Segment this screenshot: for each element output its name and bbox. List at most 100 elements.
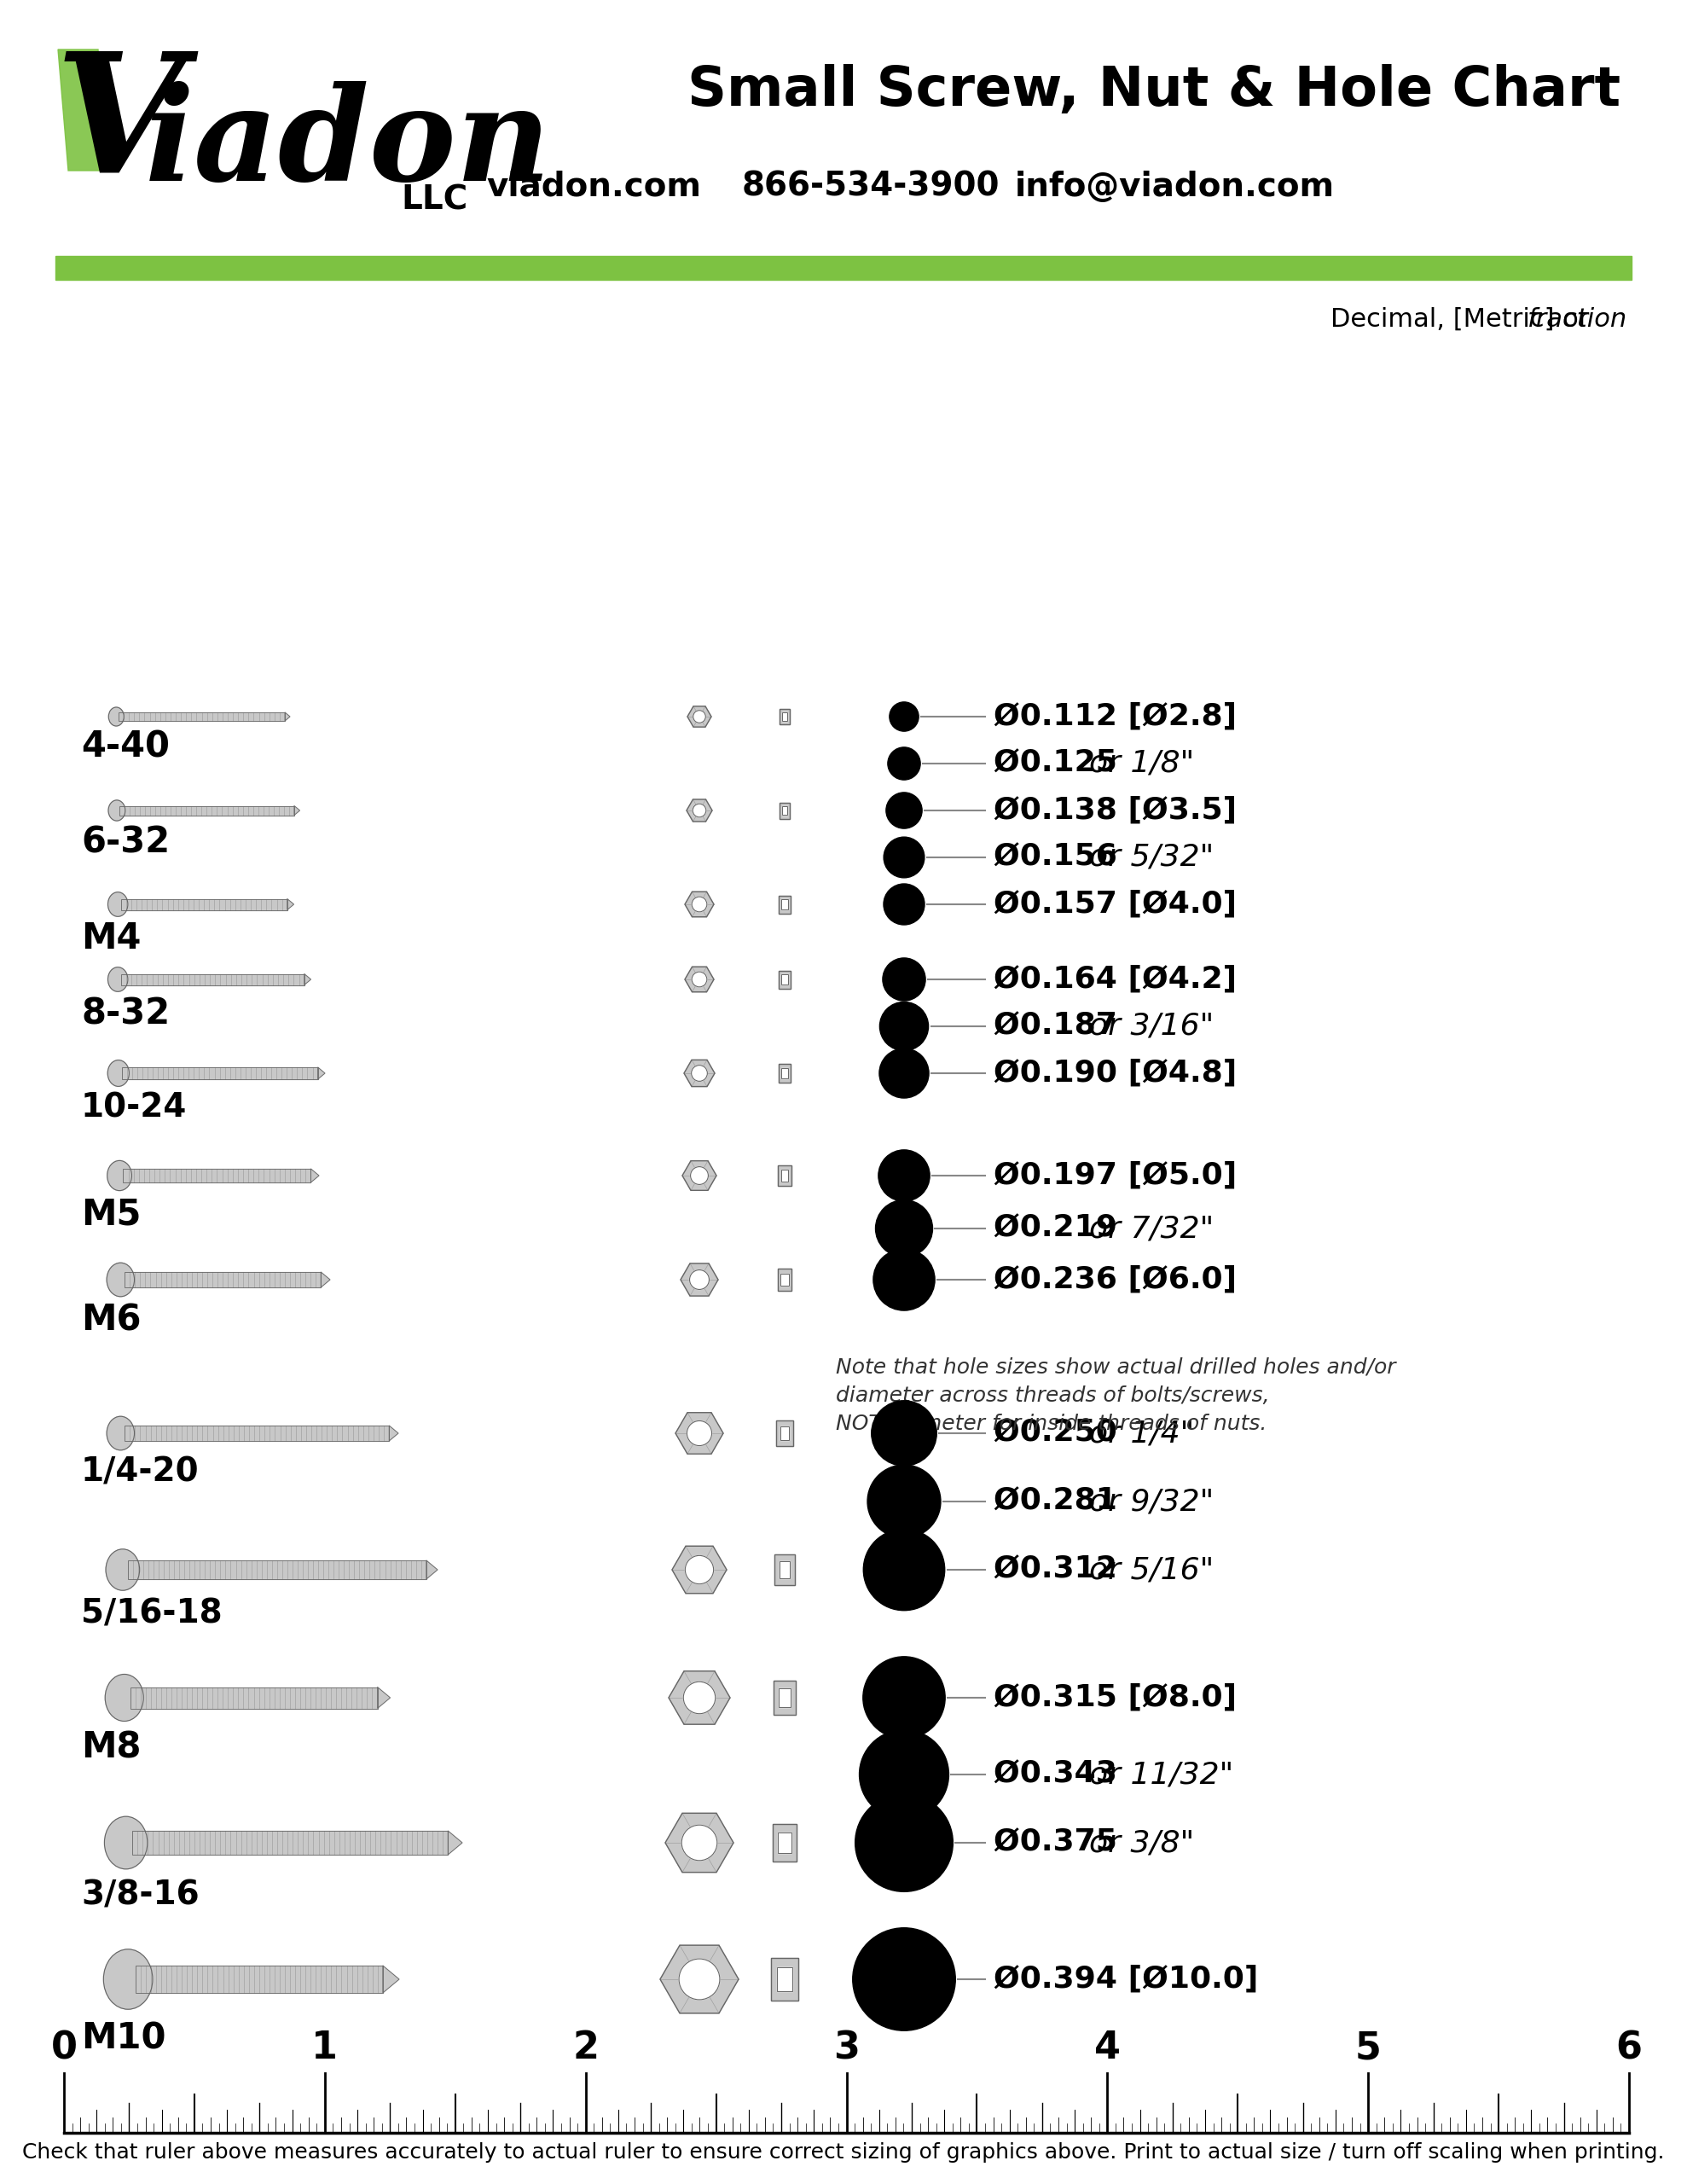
Bar xyxy=(125,1426,390,1441)
Text: 8-32: 8-32 xyxy=(81,996,170,1031)
Text: 3/8-16: 3/8-16 xyxy=(81,1878,199,1911)
Bar xyxy=(778,1166,791,1186)
Text: Note that hole sizes show actual drilled holes and/or
diameter across threads of: Note that hole sizes show actual drilled… xyxy=(835,1356,1395,1435)
Circle shape xyxy=(887,747,921,780)
Bar xyxy=(779,802,790,819)
Polygon shape xyxy=(660,1946,739,2014)
Bar xyxy=(778,1968,793,1992)
Bar xyxy=(774,1555,795,1586)
Text: Small Screw, Nut & Hole Chart: Small Screw, Nut & Hole Chart xyxy=(687,63,1621,118)
Circle shape xyxy=(687,1422,712,1446)
Bar xyxy=(779,710,790,725)
Circle shape xyxy=(879,1151,930,1201)
Polygon shape xyxy=(390,1426,398,1441)
Ellipse shape xyxy=(108,1160,132,1190)
Ellipse shape xyxy=(106,1417,135,1450)
Bar xyxy=(779,970,791,989)
Bar xyxy=(120,806,294,815)
Polygon shape xyxy=(287,900,294,911)
Text: Ø0.375: Ø0.375 xyxy=(994,1828,1139,1856)
Bar xyxy=(779,1426,790,1439)
Circle shape xyxy=(692,972,707,987)
Circle shape xyxy=(879,1002,928,1051)
Ellipse shape xyxy=(108,968,128,992)
Circle shape xyxy=(690,1166,709,1184)
Polygon shape xyxy=(317,1068,326,1079)
Bar xyxy=(125,1271,321,1286)
Circle shape xyxy=(852,1928,955,2031)
Bar xyxy=(118,712,285,721)
Text: Ø0.343: Ø0.343 xyxy=(994,1760,1139,1789)
Text: 5/16-18: 5/16-18 xyxy=(81,1599,223,1629)
Text: 2: 2 xyxy=(572,2029,599,2066)
Polygon shape xyxy=(687,705,712,727)
Text: Ø0.187: Ø0.187 xyxy=(994,1011,1139,1042)
Bar xyxy=(135,1966,383,1992)
Bar xyxy=(779,1688,791,1708)
Text: or 7/32": or 7/32" xyxy=(1090,1214,1215,1243)
Polygon shape xyxy=(687,799,712,821)
Text: M10: M10 xyxy=(81,2020,165,2055)
Bar xyxy=(779,1064,791,1083)
Bar xyxy=(781,712,788,721)
Circle shape xyxy=(874,1249,935,1310)
Text: 6-32: 6-32 xyxy=(81,826,170,860)
Text: or 11/32": or 11/32" xyxy=(1090,1760,1233,1789)
Ellipse shape xyxy=(108,891,128,917)
Polygon shape xyxy=(449,1830,462,1854)
Polygon shape xyxy=(682,1162,717,1190)
Bar xyxy=(121,900,287,911)
Polygon shape xyxy=(680,1262,719,1295)
Text: 0: 0 xyxy=(51,2029,78,2066)
Circle shape xyxy=(879,1048,930,1099)
Polygon shape xyxy=(57,50,111,170)
Circle shape xyxy=(872,1400,936,1465)
Bar xyxy=(781,712,788,721)
Circle shape xyxy=(859,1730,948,1819)
Bar xyxy=(128,1559,427,1579)
Ellipse shape xyxy=(106,1262,135,1297)
Circle shape xyxy=(884,836,924,878)
Bar xyxy=(779,895,791,913)
Text: or 9/32": or 9/32" xyxy=(1090,1487,1215,1516)
Text: 1/4-20: 1/4-20 xyxy=(81,1457,199,1489)
Polygon shape xyxy=(321,1271,331,1286)
Text: LLC: LLC xyxy=(402,183,467,216)
Text: Ø0.236 [Ø6.0]: Ø0.236 [Ø6.0] xyxy=(994,1265,1237,1295)
Bar xyxy=(135,1966,383,1992)
Text: 10-24: 10-24 xyxy=(81,1092,187,1123)
Circle shape xyxy=(692,898,707,913)
Bar xyxy=(56,256,1631,280)
Bar xyxy=(779,1688,791,1708)
Bar xyxy=(779,802,790,819)
Text: iadon: iadon xyxy=(145,81,552,207)
Text: M4: M4 xyxy=(81,922,142,957)
Circle shape xyxy=(855,1793,953,1891)
Bar xyxy=(64,2073,1630,2134)
Text: Ø0.197 [Ø5.0]: Ø0.197 [Ø5.0] xyxy=(994,1162,1237,1190)
Text: Ø0.250: Ø0.250 xyxy=(994,1420,1139,1448)
Polygon shape xyxy=(675,1413,724,1455)
Text: Ø0.157 [Ø4.0]: Ø0.157 [Ø4.0] xyxy=(994,889,1237,919)
Bar xyxy=(781,900,788,909)
Bar xyxy=(121,974,304,985)
Circle shape xyxy=(693,804,707,817)
Bar xyxy=(123,1168,310,1182)
Bar xyxy=(779,970,791,989)
Text: Ø0.315 [Ø8.0]: Ø0.315 [Ø8.0] xyxy=(994,1684,1237,1712)
Circle shape xyxy=(690,1269,709,1289)
Text: 1: 1 xyxy=(312,2029,337,2066)
Circle shape xyxy=(886,793,923,828)
Bar xyxy=(771,1957,798,2001)
Text: 6: 6 xyxy=(1616,2029,1641,2066)
Circle shape xyxy=(683,1682,715,1714)
Text: fraction: fraction xyxy=(1527,308,1628,332)
Text: M5: M5 xyxy=(81,1197,142,1232)
Text: 4: 4 xyxy=(1095,2029,1120,2066)
Circle shape xyxy=(882,959,926,1000)
Text: 5: 5 xyxy=(1355,2029,1382,2066)
Text: 4-40: 4-40 xyxy=(81,729,170,764)
Bar xyxy=(778,1968,793,1992)
Polygon shape xyxy=(285,712,290,721)
Polygon shape xyxy=(683,1059,715,1085)
